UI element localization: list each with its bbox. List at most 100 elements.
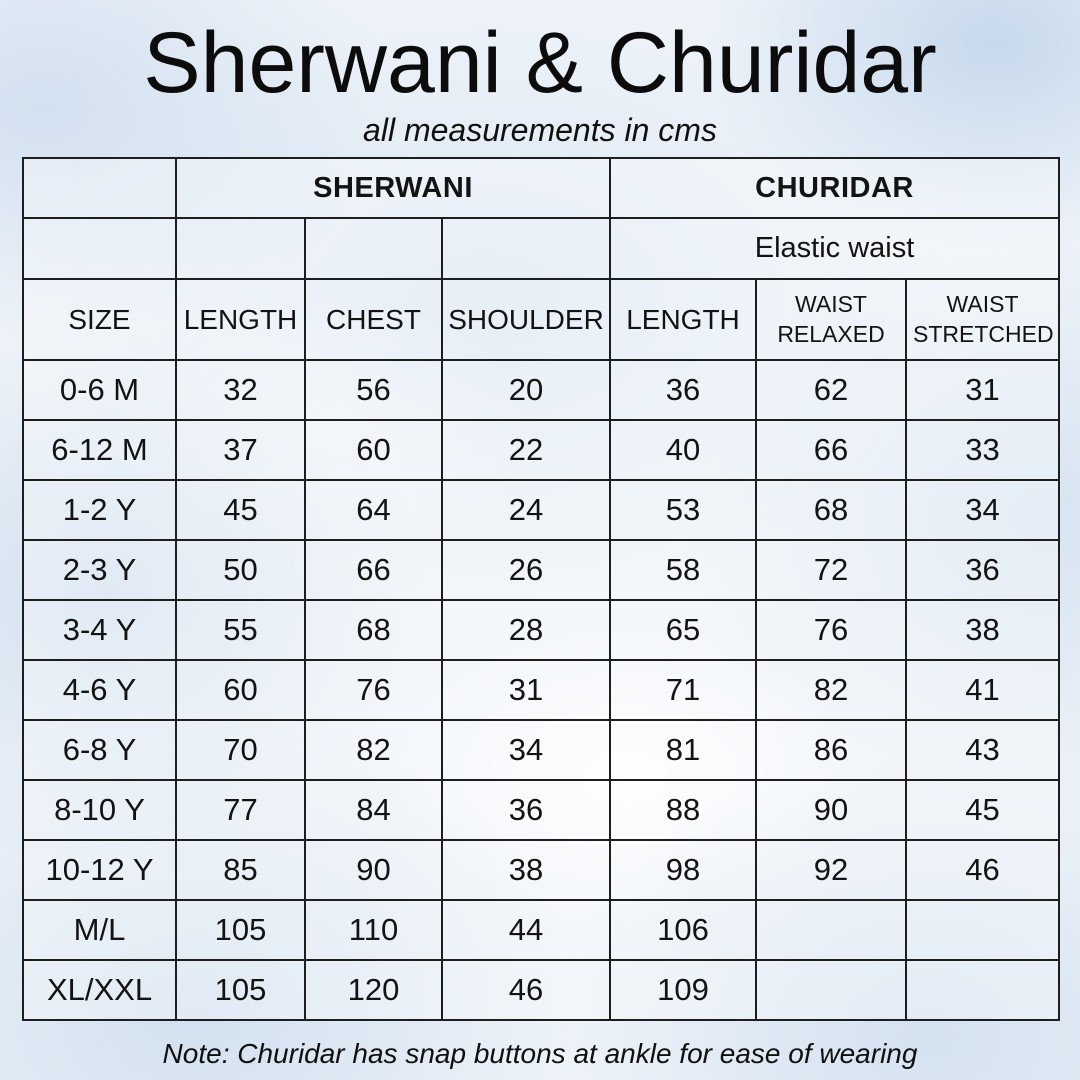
value-cell: 36 xyxy=(441,779,611,841)
value-cell: 60 xyxy=(175,659,306,721)
table-row: 10-12 Y 85 90 38 98 92 46 xyxy=(22,839,1061,901)
table-row: M/L 105 110 44 106 xyxy=(22,899,1061,961)
value-cell: 26 xyxy=(441,539,611,601)
column-header-row: SIZE LENGTH CHEST SHOULDER LENGTH WAIST … xyxy=(22,278,1061,361)
value-cell: 105 xyxy=(175,899,306,961)
value-cell: 68 xyxy=(755,479,907,541)
corner-cell xyxy=(22,157,177,219)
value-cell: 31 xyxy=(441,659,611,721)
value-cell: 105 xyxy=(175,959,306,1021)
value-cell: 37 xyxy=(175,419,306,481)
value-cell: 32 xyxy=(175,359,306,421)
value-cell: 92 xyxy=(755,839,907,901)
value-cell xyxy=(755,959,907,1021)
churidar-group-header: CHURIDAR xyxy=(608,157,1061,219)
value-cell xyxy=(904,899,1061,961)
value-cell: 71 xyxy=(609,659,757,721)
value-cell xyxy=(755,899,907,961)
value-cell: 36 xyxy=(609,359,757,421)
table-row: 0-6 M 32 56 20 36 62 31 xyxy=(22,359,1061,421)
value-cell: 20 xyxy=(441,359,611,421)
value-cell: 31 xyxy=(904,359,1061,421)
size-cell: 3-4 Y xyxy=(22,599,177,661)
value-cell: 65 xyxy=(609,599,757,661)
value-cell: 50 xyxy=(175,539,306,601)
table-row: 6-12 M 37 60 22 40 66 33 xyxy=(22,419,1061,481)
size-cell: 6-8 Y xyxy=(22,719,177,781)
sherwani-group-header: SHERWANI xyxy=(175,157,611,219)
size-chart-table: SHERWANI CHURIDAR Elastic waist SIZE LEN… xyxy=(22,157,1061,1021)
size-cell: 1-2 Y xyxy=(22,479,177,541)
elastic-waist-row: Elastic waist xyxy=(22,217,1061,280)
column-header-waist-stretched: WAIST STRETCHED xyxy=(904,278,1061,361)
value-cell: 43 xyxy=(904,719,1061,781)
empty-cell xyxy=(304,217,443,280)
value-cell: 64 xyxy=(304,479,443,541)
size-cell: 2-3 Y xyxy=(22,539,177,601)
value-cell: 70 xyxy=(175,719,306,781)
value-cell: 109 xyxy=(609,959,757,1021)
size-cell: 8-10 Y xyxy=(22,779,177,841)
size-cell: 0-6 M xyxy=(22,359,177,421)
value-cell: 56 xyxy=(304,359,443,421)
empty-cell xyxy=(441,217,611,280)
size-cell: XL/XXL xyxy=(22,959,177,1021)
column-header-shoulder: SHOULDER xyxy=(441,278,611,361)
column-header-churidar-length: LENGTH xyxy=(609,278,757,361)
column-header-waist-relaxed: WAIST RELAXED xyxy=(755,278,907,361)
column-header-chest: CHEST xyxy=(304,278,443,361)
table-row: 8-10 Y 77 84 36 88 90 45 xyxy=(22,779,1061,841)
value-cell: 84 xyxy=(304,779,443,841)
subtitle: all measurements in cms xyxy=(363,112,717,148)
table-row: 2-3 Y 50 66 26 58 72 36 xyxy=(22,539,1061,601)
value-cell: 68 xyxy=(304,599,443,661)
value-cell: 34 xyxy=(441,719,611,781)
value-cell: 86 xyxy=(755,719,907,781)
value-cell: 76 xyxy=(755,599,907,661)
footnote: Note: Churidar has snap buttons at ankle… xyxy=(162,1038,918,1069)
value-cell: 66 xyxy=(755,419,907,481)
value-cell: 44 xyxy=(441,899,611,961)
value-cell: 33 xyxy=(904,419,1061,481)
value-cell: 40 xyxy=(609,419,757,481)
value-cell: 46 xyxy=(904,839,1061,901)
value-cell: 53 xyxy=(609,479,757,541)
value-cell: 24 xyxy=(441,479,611,541)
value-cell: 106 xyxy=(609,899,757,961)
table-row: 3-4 Y 55 68 28 65 76 38 xyxy=(22,599,1061,661)
value-cell: 90 xyxy=(755,779,907,841)
value-cell xyxy=(904,959,1061,1021)
value-cell: 98 xyxy=(609,839,757,901)
table-row: 4-6 Y 60 76 31 71 82 41 xyxy=(22,659,1061,721)
value-cell: 77 xyxy=(175,779,306,841)
column-header-size: SIZE xyxy=(22,278,177,361)
column-header-length: LENGTH xyxy=(175,278,306,361)
empty-cell xyxy=(22,217,177,280)
elastic-waist-label: Elastic waist xyxy=(608,217,1061,280)
value-cell: 45 xyxy=(904,779,1061,841)
value-cell: 82 xyxy=(755,659,907,721)
value-cell: 66 xyxy=(304,539,443,601)
value-cell: 36 xyxy=(904,539,1061,601)
size-cell: 10-12 Y xyxy=(22,839,177,901)
value-cell: 58 xyxy=(609,539,757,601)
value-cell: 41 xyxy=(904,659,1061,721)
value-cell: 60 xyxy=(304,419,443,481)
value-cell: 34 xyxy=(904,479,1061,541)
value-cell: 46 xyxy=(441,959,611,1021)
page-title: Sherwani & Churidar xyxy=(143,15,937,111)
value-cell: 81 xyxy=(609,719,757,781)
table-row: 6-8 Y 70 82 34 81 86 43 xyxy=(22,719,1061,781)
value-cell: 22 xyxy=(441,419,611,481)
size-cell: 4-6 Y xyxy=(22,659,177,721)
value-cell: 90 xyxy=(304,839,443,901)
value-cell: 76 xyxy=(304,659,443,721)
value-cell: 110 xyxy=(304,899,443,961)
value-cell: 55 xyxy=(175,599,306,661)
table-row: 1-2 Y 45 64 24 53 68 34 xyxy=(22,479,1061,541)
value-cell: 38 xyxy=(904,599,1061,661)
value-cell: 38 xyxy=(441,839,611,901)
value-cell: 88 xyxy=(609,779,757,841)
empty-cell xyxy=(175,217,306,280)
group-header-row: SHERWANI CHURIDAR xyxy=(22,157,1061,219)
